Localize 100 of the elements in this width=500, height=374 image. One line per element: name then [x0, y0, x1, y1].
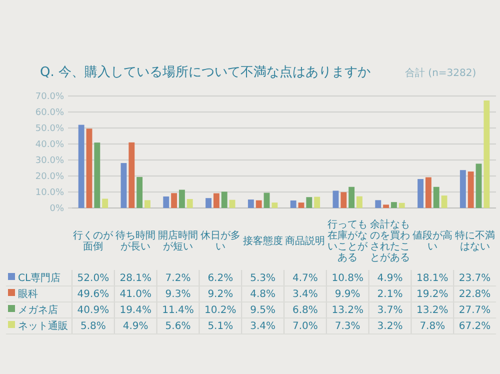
data-label: 7.8%: [420, 321, 446, 332]
bar: [298, 202, 304, 208]
bar: [221, 192, 228, 208]
bar: [390, 202, 397, 208]
data-label: 18.1%: [416, 273, 448, 284]
bar: [256, 200, 262, 208]
data-label: 4.9%: [377, 273, 403, 284]
bar: [433, 186, 440, 208]
data-label: 7.2%: [165, 273, 191, 284]
bar: [136, 176, 143, 208]
x-tick-label: 余計なものを買わされたことがある: [370, 218, 410, 264]
bar: [102, 198, 108, 208]
y-tick-label: 0%: [50, 204, 64, 214]
data-label: 10.8%: [332, 273, 364, 284]
legend-label: メガネ店: [18, 304, 58, 316]
x-tick-label: 開店時間が短い: [158, 230, 198, 252]
bar: [290, 200, 296, 208]
data-label: 9.9%: [334, 289, 360, 300]
data-label: 6.8%: [292, 305, 318, 316]
data-label: 22.8%: [458, 289, 491, 300]
bar: [86, 128, 92, 208]
bar: [78, 124, 84, 208]
data-label: 9.5%: [250, 305, 276, 316]
y-tick-label: 60.0%: [35, 108, 64, 118]
y-tick-label: 20.0%: [35, 172, 64, 182]
bar: [460, 170, 466, 208]
y-tick-label: 50.0%: [35, 124, 64, 134]
bar: [144, 200, 150, 208]
y-tick-label: 70.0%: [35, 92, 64, 102]
x-tick-label: 休日が多い: [200, 230, 240, 252]
y-tick-label: 10.0%: [35, 188, 64, 198]
bar: [340, 192, 347, 208]
bar: [425, 177, 432, 208]
chart-subtitle: 合計 (n=3282): [405, 67, 476, 79]
bar: [272, 202, 278, 208]
bar: [441, 196, 448, 208]
bar: [306, 197, 312, 208]
legend-label: 眼科: [18, 288, 38, 300]
data-label: 3.4%: [250, 321, 276, 332]
data-label: 40.9%: [77, 305, 110, 316]
bar: [468, 172, 474, 208]
bar: [398, 202, 405, 208]
data-label: 7.3%: [334, 321, 360, 332]
data-label: 5.6%: [165, 321, 191, 332]
bar: [476, 164, 482, 208]
data-label: 9.3%: [165, 289, 191, 300]
bar: [178, 190, 185, 208]
data-label: 23.7%: [458, 273, 491, 284]
bar: [348, 186, 355, 208]
bar: [171, 193, 178, 208]
legend-label: ネット通販: [18, 320, 68, 332]
data-label: 27.7%: [458, 305, 491, 316]
data-label: 52.0%: [77, 273, 110, 284]
chart-title: Q. 今、購入している場所について不満な点はありますか: [40, 65, 370, 80]
bar: [383, 204, 390, 208]
bar: [418, 179, 424, 208]
x-tick-label: 行くのが面倒: [73, 230, 114, 252]
data-label: 5.3%: [250, 273, 276, 284]
data-label: 4.8%: [250, 289, 276, 300]
bar: [206, 198, 212, 208]
data-label: 19.2%: [416, 289, 448, 300]
data-label: 6.2%: [208, 273, 234, 284]
bar: [332, 190, 339, 208]
data-label: 5.8%: [80, 321, 106, 332]
legend-label: CL専門店: [18, 272, 61, 284]
bar: [186, 199, 193, 208]
x-tick-label: 待ち時間が長い: [116, 230, 156, 252]
bar: [248, 200, 254, 208]
data-label: 11.4%: [162, 305, 194, 316]
y-tick-label: 40.0%: [35, 140, 64, 150]
data-label: 7.0%: [292, 321, 318, 332]
data-label: 3.2%: [377, 321, 403, 332]
bar: [356, 196, 362, 208]
bar: [213, 193, 220, 208]
data-label: 41.0%: [120, 289, 152, 300]
data-label: 19.4%: [120, 305, 152, 316]
data-label: 3.7%: [377, 305, 403, 316]
data-label: 13.2%: [416, 305, 448, 316]
y-tick-label: 30.0%: [35, 156, 64, 166]
x-tick-label: 特に不満はない: [454, 230, 495, 252]
bar: [484, 100, 490, 208]
bar: [375, 200, 382, 208]
x-tick-label: 接客態度: [242, 235, 283, 247]
data-label: 2.1%: [377, 289, 403, 300]
data-label: 10.2%: [204, 305, 236, 316]
data-label: 67.2%: [458, 321, 491, 332]
bar: [163, 196, 170, 208]
data-label: 4.7%: [292, 273, 318, 284]
data-label: 3.4%: [292, 289, 318, 300]
data-label: 9.2%: [208, 289, 234, 300]
bar: [94, 142, 100, 208]
x-tick-label: 値段が高い: [412, 230, 452, 252]
x-tick-label: 商品説明: [285, 235, 326, 247]
bar: [120, 163, 127, 208]
data-label: 5.1%: [208, 321, 234, 332]
bar: [314, 196, 320, 208]
data-label: 49.6%: [77, 289, 110, 300]
data-label: 13.2%: [332, 305, 364, 316]
data-label: 28.1%: [120, 273, 152, 284]
x-tick-label: 行っても在庫がないことがある: [328, 220, 369, 264]
